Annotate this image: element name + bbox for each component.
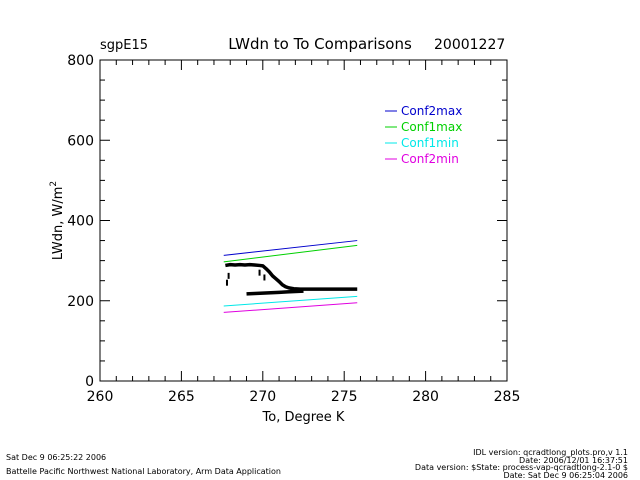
x-tick-label: 260 [87,389,114,405]
observed-data-point [263,274,266,281]
footer-idl-date: Date: 2006/12/01 16:37:51 [519,456,628,465]
x-tick-label: 280 [412,389,439,405]
observed-data-lower-line [246,289,304,296]
footer-institution: Battelle Pacific Northwest National Labo… [6,467,281,476]
legend-label-conf1min: Conf1min [401,136,459,150]
y-tick-label: 200 [67,294,94,310]
y-tick-label: 800 [67,53,94,69]
y-axis-title: LWdn, W/m2 [49,181,66,260]
series-line-conf1min [223,295,358,307]
y-tick-label: 400 [67,214,94,230]
series-line-conf1max [223,244,358,263]
x-tick-label: 285 [494,389,521,405]
footer-idl-version: IDL version: qcradtlong_plots.pro,v 1.1 [473,448,628,457]
footer-data-version: Data version: $State: process-vap-qcradt… [414,463,628,472]
legend-label-conf1max: Conf1max [401,120,462,134]
footer-run-timestamp: Sat Dec 9 06:25:22 2006 [6,453,107,462]
footer-data-date: Date: Sat Dec 9 06:25:04 2006 [503,471,628,480]
x-axis-title: To, Degree K [262,410,345,425]
observed-data-point [227,272,230,279]
x-tick-label: 265 [168,389,195,405]
y-tick-label: 600 [67,133,94,149]
station-label: sgpE15 [100,38,149,53]
y-axis-title-superscript: 2 [49,181,59,187]
legend-label-conf2min: Conf2min [401,152,459,166]
chart-title: LWdn to To Comparisons [228,35,412,53]
series-line-conf2min [223,302,358,313]
x-tick-label: 270 [249,389,276,405]
legend-label-conf2max: Conf2max [401,104,462,118]
observed-data-line [225,262,358,291]
series-line-conf2max [223,240,358,256]
y-tick-label: 0 [85,374,94,390]
observed-data-point [258,269,261,276]
x-tick-label: 275 [331,389,358,405]
observed-data-point [225,279,228,286]
date-label: 20001227 [434,37,506,53]
